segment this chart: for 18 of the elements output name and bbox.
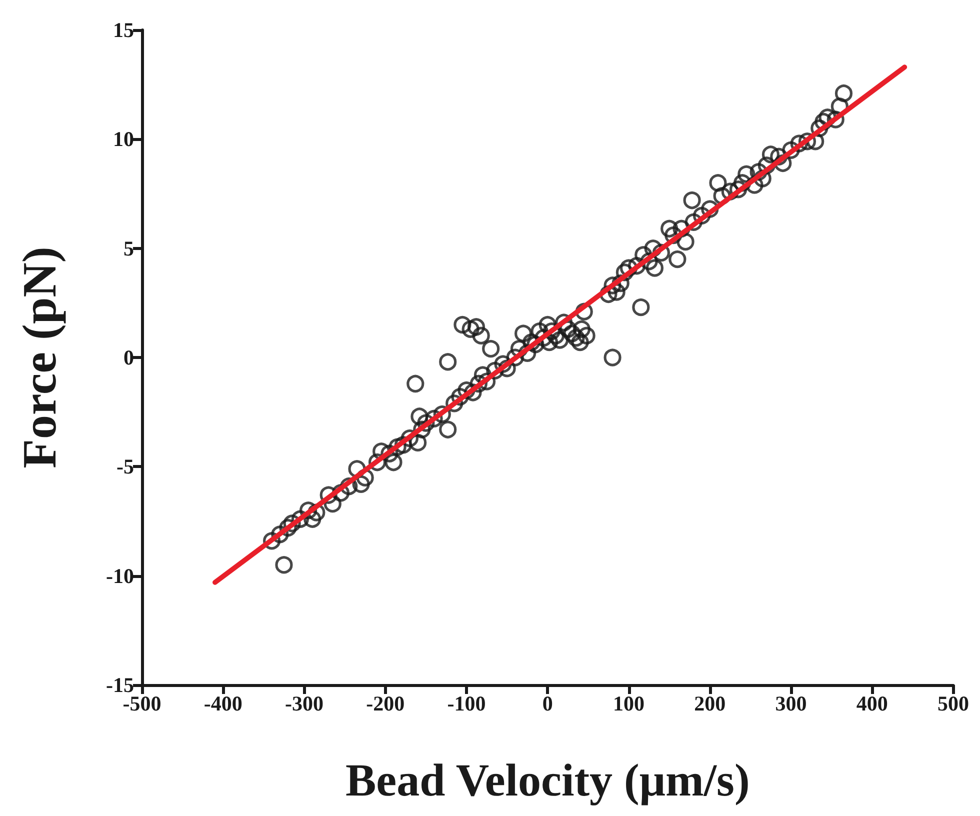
x-axis-title: Bead Velocity (μm/s): [345, 754, 750, 806]
x-tick-label: -400: [204, 692, 242, 716]
y-tick-label: -5: [116, 454, 134, 479]
y-tick-label: 15: [113, 18, 134, 42]
x-tick-label: 400: [856, 692, 888, 716]
y-tick-label: 0: [124, 346, 134, 370]
x-tick-label: -200: [366, 692, 405, 716]
y-axis-title: Force (pN): [14, 246, 66, 468]
x-tick-label: 0: [542, 692, 553, 716]
y-tick-label: 10: [113, 127, 134, 152]
x-tick-label: 200: [694, 692, 726, 716]
x-tick-label: -100: [447, 692, 486, 716]
x-tick-label: 300: [775, 692, 807, 716]
x-tick-label: -300: [285, 692, 324, 716]
y-tick-label: 5: [124, 236, 134, 260]
x-tick-label: 500: [938, 692, 969, 716]
x-tick-label: 100: [613, 692, 644, 716]
y-tick-label: -10: [106, 564, 134, 588]
